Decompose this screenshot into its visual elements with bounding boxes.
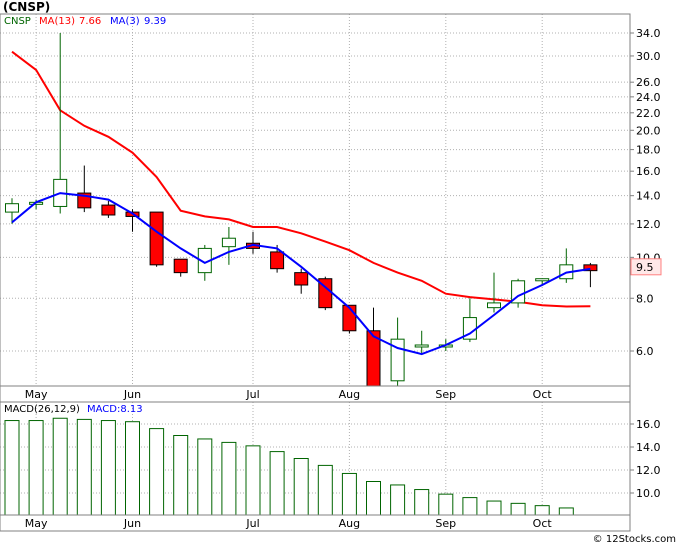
macd-bar [149,428,165,516]
ma3-line [11,192,591,356]
price-tick-label: 12.0 [636,218,661,231]
candle [221,227,236,265]
bottom-month-label: May [25,517,48,530]
candle [5,198,19,224]
macd-bar [28,420,44,516]
price-tick-label: 30.0 [636,50,661,63]
macd-bar [125,421,140,516]
month-label: Jun [123,388,141,401]
macd-bar [76,418,92,516]
price-tick-label: 14.0 [636,190,661,203]
candle [101,200,116,218]
month-label: Sep [435,388,456,401]
last-price-badge-box [630,258,662,276]
macd-bar [462,497,478,516]
macd-bar [341,472,357,516]
macd-bars [4,417,574,516]
candle-body-down [270,251,285,270]
macd-bar [438,493,454,516]
macd-bar [269,451,285,516]
macd-bar [317,464,333,516]
legend-ma3-label: MA(3) [110,16,140,27]
price-tick-label: 6.0 [636,345,654,358]
month-label: May [25,388,48,401]
legend-ma13-label: MA(13) [39,16,75,27]
legend-ticker: CNSP [4,16,31,27]
macd-bar [390,484,406,516]
macd-legend-label: MACD(26,12,9) [4,404,80,415]
price-grid [0,14,630,386]
candle-body-down [366,330,381,393]
macd-bar [293,458,309,516]
bottom-month-label: Oct [533,517,553,530]
price-axis: 34.0 30.0 26.0 24.0 22.0 20.0 18.0 16.0 14.0 12.0… [630,27,661,358]
price-tick-label: 20.0 [636,124,661,137]
candle [342,304,357,334]
price-tick-label: 22.0 [636,107,661,120]
bottom-month-axis-strip [0,514,631,532]
macd-bar [558,507,574,516]
candle [173,258,188,277]
macd-bar [52,417,68,516]
bottom-month-label: Sep [435,517,456,530]
month-label: Oct [533,388,553,401]
bottom-month-label: Jul [245,517,259,530]
candle [149,211,164,267]
price-tick-label: 24.0 [636,91,661,104]
candles [5,33,598,396]
price-tick-label: 16.0 [636,165,661,178]
macd-bar [510,502,526,516]
last-price-badge-text: 9.5 [636,261,654,274]
last-price-badge: 9.5 [630,258,662,276]
price-tick-label: 34.0 [636,27,661,40]
candle-body-down [583,264,598,272]
candle [583,262,598,288]
bottom-month-axis: May Jun Jul Aug Sep Oct [25,517,553,530]
price-tick-label: 8.0 [636,292,654,305]
macd-tick-label: 10.0 [636,487,661,500]
macd-bar [197,438,213,516]
macd-bar [414,489,430,516]
candle-body-down [173,258,188,274]
month-axis: May Jun Jul Aug Sep Oct [25,388,553,401]
candle [462,298,477,343]
month-label: Jul [245,388,259,401]
macd-bar [534,505,550,516]
macd-bar [173,435,189,516]
candle [487,272,501,313]
watermark: © 12Stocks.com [593,534,676,545]
candle-body-down [294,272,309,286]
chart-title: (CNSP) [3,0,50,14]
candle-body-down [101,204,116,216]
macd-bar [100,420,116,516]
candle [294,268,309,294]
candle [318,276,333,311]
macd-bar [4,420,20,516]
candle [414,330,429,355]
candle-body-down [149,211,164,266]
macd-axis: 16.0 14.0 12.0 10.0 [630,418,661,500]
month-label: Aug [339,388,360,401]
ma3-layer [11,192,591,356]
macd-tick-label: 14.0 [636,441,661,454]
macd-legend-value: MACD:8.13 [87,404,143,415]
bottom-month-label: Aug [339,517,360,530]
candle-body-up [535,278,550,282]
legend-ma13-value: 7.66 [79,16,101,27]
macd-bar [486,500,502,516]
candle-body-up [5,203,19,213]
macd-bar [221,441,237,516]
candle-body-up [487,302,501,309]
candle-body-up [414,344,429,348]
macd-tick-label: 16.0 [636,418,661,431]
macd-bar [366,481,381,516]
macd-tick-label: 12.0 [636,464,661,477]
macd-bar [245,445,261,516]
bottom-month-label: Jun [123,517,141,530]
candle-body-up [221,237,236,248]
price-tick-label: 18.0 [636,144,661,157]
price-tick-label: 26.0 [636,76,661,89]
legend-ma3-value: 9.39 [144,16,166,27]
